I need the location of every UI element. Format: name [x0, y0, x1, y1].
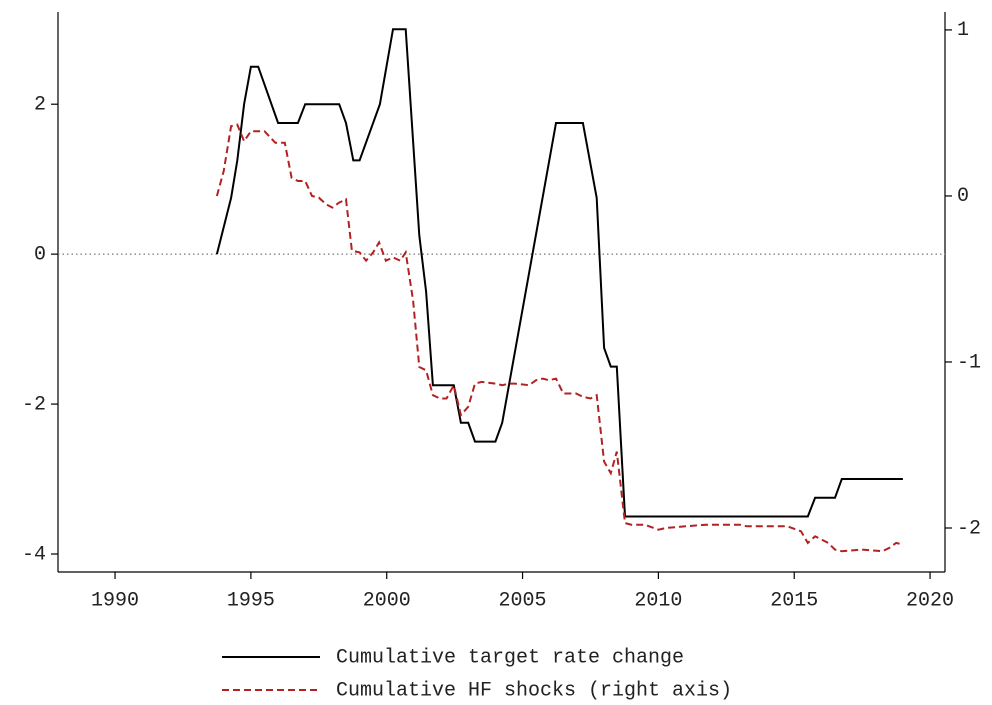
data-line [215, 123, 904, 553]
y-tick-label: -2 [22, 393, 46, 416]
y-tick-label: 2 [34, 93, 46, 116]
x-tick-label: 2000 [363, 589, 411, 612]
data-line [215, 28, 903, 518]
x-tick-label: 1995 [227, 589, 275, 612]
legend-label: Cumulative HF shocks (right axis) [336, 679, 732, 702]
x-tick-label: 2015 [770, 589, 818, 612]
y2-tick-label: -2 [957, 517, 981, 540]
y-tick-label: -4 [22, 543, 46, 566]
y2-tick-label: 0 [957, 185, 969, 208]
x-tick-label: 2005 [499, 589, 547, 612]
x-tick-label: 2010 [634, 589, 682, 612]
x-tick-label: 1990 [91, 589, 139, 612]
legend-label: Cumulative target rate change [336, 646, 684, 669]
y2-tick-label: 1 [957, 19, 969, 42]
y2-tick-label: -1 [957, 351, 981, 374]
x-tick-label: 2020 [906, 589, 954, 612]
y-tick-label: 0 [34, 243, 46, 266]
